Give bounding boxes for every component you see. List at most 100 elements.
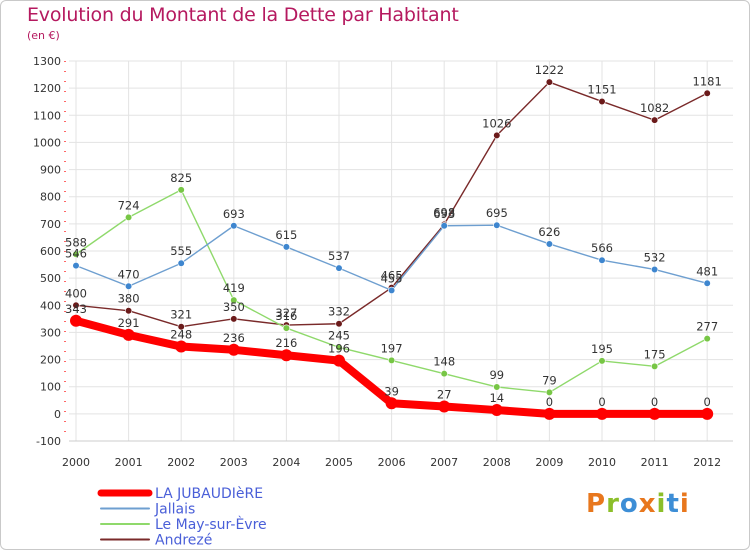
data-label: 566 (591, 241, 613, 255)
data-point (230, 296, 238, 304)
x-tick-label: 2011 (641, 456, 669, 469)
data-point (648, 407, 661, 420)
data-point (177, 186, 185, 194)
data-label: 332 (328, 305, 350, 319)
data-label: 343 (65, 302, 87, 316)
data-label: 470 (118, 267, 140, 281)
logo-letter: P (586, 489, 607, 519)
y-tick-label: 1000 (33, 136, 61, 149)
legend-label: LA JUBAUDIèRE (155, 486, 263, 502)
data-point (701, 407, 714, 420)
data-point (282, 324, 291, 332)
y-tick-label: 700 (40, 218, 61, 231)
data-point (230, 315, 238, 323)
data-point (596, 407, 608, 420)
x-tick-label: 2012 (693, 456, 721, 469)
logo-letter: x (638, 489, 657, 519)
data-point (438, 400, 451, 413)
legend-label: Andrezé (155, 533, 212, 549)
data-label: 546 (65, 247, 87, 261)
x-tick-label: 2001 (115, 456, 143, 469)
data-label: 197 (381, 341, 403, 355)
y-tick-label: 100 (40, 381, 61, 394)
y-tick-label: 600 (40, 245, 61, 258)
data-point (545, 78, 554, 86)
data-label: 195 (591, 342, 613, 356)
data-point (703, 335, 711, 343)
legend-label: Le May-sur-Èvre (155, 516, 267, 533)
data-label: 216 (275, 336, 297, 350)
logo-letter: i (679, 489, 690, 519)
data-label: 27 (437, 388, 452, 402)
data-point (230, 222, 238, 230)
data-point (124, 307, 133, 315)
logo-letter: t (666, 489, 680, 519)
data-point (493, 131, 501, 139)
data-point (598, 97, 606, 106)
data-label: 481 (696, 264, 718, 278)
data-label: 400 (65, 286, 87, 300)
data-label: 321 (170, 308, 192, 322)
data-point (124, 282, 133, 290)
data-point (177, 259, 185, 267)
data-point (543, 407, 556, 420)
x-tick-label: 2005 (325, 456, 353, 469)
data-point (280, 349, 293, 362)
x-tick-label: 2003 (220, 456, 248, 469)
data-point (335, 320, 343, 328)
data-point (72, 301, 80, 309)
chart-title: Evolution du Montant de la Dette par Hab… (27, 4, 459, 26)
data-label: 0 (704, 395, 711, 409)
y-tick-label: 800 (40, 191, 61, 204)
data-label: 148 (433, 355, 455, 369)
x-tick-label: 2008 (483, 456, 511, 469)
y-tick-label: 0 (54, 408, 61, 421)
x-tick-label: 2006 (378, 456, 406, 469)
data-label: 455 (381, 271, 403, 285)
data-label: 555 (170, 244, 192, 258)
y-tick-label: 200 (40, 354, 61, 367)
data-point (122, 328, 135, 341)
data-point (335, 343, 343, 351)
data-label: 316 (275, 309, 297, 323)
data-point (388, 286, 396, 294)
data-point (650, 265, 659, 274)
data-point (72, 262, 80, 270)
data-label: 724 (118, 198, 140, 212)
data-point (490, 404, 503, 417)
y-tick-label: -100 (36, 435, 61, 448)
logo-letter: o (619, 489, 639, 519)
proxiti-logo: Proxiti (586, 489, 690, 519)
data-label: 465 (381, 269, 403, 283)
data-point (227, 343, 240, 356)
data-label: 245 (328, 328, 350, 342)
data-label: 175 (644, 347, 666, 361)
y-tick-label: 1200 (33, 82, 61, 95)
y-tick-label: 1100 (33, 109, 61, 122)
x-tick-label: 2002 (167, 456, 195, 469)
data-point (650, 362, 659, 370)
logo-letter: r (606, 489, 620, 519)
data-label: 0 (546, 395, 553, 409)
data-point (177, 323, 185, 331)
data-point (703, 279, 711, 287)
data-label: 693 (223, 207, 245, 221)
data-label: 99 (489, 368, 504, 382)
data-point (440, 222, 448, 230)
data-label: 1151 (587, 82, 616, 96)
data-point (650, 116, 659, 124)
chart-subtitle: (en €) (27, 29, 60, 42)
data-label: 39 (384, 384, 399, 398)
y-tick-label: 500 (40, 272, 61, 285)
y-tick-label: 300 (40, 326, 61, 339)
data-label: 0 (598, 395, 605, 409)
x-tick-label: 2007 (430, 456, 458, 469)
data-point (598, 256, 606, 264)
data-point (598, 357, 606, 365)
data-label: 698 (433, 205, 455, 219)
data-point (175, 340, 188, 353)
x-tick-label: 2010 (588, 456, 616, 469)
y-tick-label: 400 (40, 299, 61, 312)
